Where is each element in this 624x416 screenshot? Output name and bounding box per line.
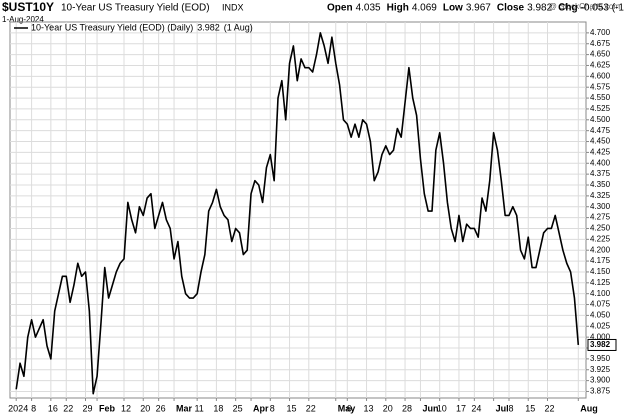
y-tick-label: 4.250 — [590, 224, 611, 233]
quote-close: 3.982 — [527, 3, 552, 14]
last-value-label: 3.982 — [590, 340, 611, 349]
x-tick-label: 17 — [456, 403, 466, 413]
legend-label: 10-Year US Treasury Yield (EOD) (Daily) — [31, 22, 193, 32]
y-tick-label: 4.275 — [590, 213, 611, 222]
y-tick-label: 4.075 — [590, 300, 611, 309]
x-tick-label: 11 — [194, 403, 203, 413]
y-tick-label: 4.400 — [590, 158, 611, 167]
y-tick-label: 4.550 — [590, 93, 611, 102]
grid — [10, 22, 586, 398]
chart-title: $UST10Y — [2, 0, 54, 14]
y-tick-label: 4.450 — [590, 137, 611, 146]
y-tick-label: 4.375 — [590, 169, 611, 178]
quote: Open 4.035 High 4.069 Low 3.967 Close 3.982 Chg -… — [327, 3, 624, 14]
y-tick-label: 4.200 — [590, 245, 611, 254]
x-tick-label: Mar — [176, 403, 193, 413]
x-tick-label: 16 — [48, 403, 58, 413]
y-tick-label: 4.625 — [590, 61, 611, 70]
quote-chg_label: Chg — [558, 3, 577, 14]
chart-subtitle: 10-Year US Treasury Yield (EOD) — [61, 3, 210, 14]
x-tick-label: 20 — [140, 403, 150, 413]
x-tick-label: 13 — [364, 403, 374, 413]
x-tick-label: 6 — [347, 403, 352, 413]
x-tick-label: 20 — [383, 403, 393, 413]
x-tick-label: 22 — [544, 403, 554, 413]
x-tick-label: Jun — [422, 403, 438, 413]
quote-open: 4.035 — [356, 3, 381, 14]
x-tick-label: 2024 — [8, 403, 28, 413]
quote-chg: -0.053 (-1.31%) — [581, 3, 624, 14]
quote-high_label: High — [387, 3, 409, 14]
y-tick-label: 3.875 — [590, 387, 611, 396]
quote-open_label: Open — [327, 3, 353, 14]
series-line — [15, 32, 580, 395]
x-tick-label: 26 — [156, 403, 166, 413]
y-tick-label: 4.125 — [590, 278, 611, 287]
x-tick-label: 28 — [402, 403, 412, 413]
y-tick-label: 4.000 — [590, 332, 611, 341]
exchange: INDX — [222, 2, 244, 12]
y-tick-label: 4.150 — [590, 267, 611, 276]
x-tick-label: 24 — [471, 403, 481, 413]
last-value-box — [587, 338, 617, 351]
y-tick-label: 4.525 — [590, 104, 611, 113]
x-tick-label: 25 — [233, 403, 243, 413]
y-tick-label: 4.425 — [590, 148, 611, 157]
x-tick-label: 8 — [270, 403, 275, 413]
y-tick-label: 4.500 — [590, 115, 611, 124]
y-tick-label: 4.475 — [590, 126, 611, 135]
x-tick-label: 10 — [437, 403, 447, 413]
y-tick-label: 4.700 — [590, 28, 611, 37]
quote-close_label: Close — [497, 3, 525, 14]
y-tick-label: 4.675 — [590, 39, 611, 48]
quote-low: 3.967 — [466, 3, 491, 14]
y-tick-label: 4.350 — [590, 180, 611, 189]
plot-frame — [9, 21, 587, 399]
x-tick-label: 15 — [525, 403, 535, 413]
y-tick-label: 4.025 — [590, 321, 611, 330]
y-tick-label: 4.325 — [590, 191, 611, 200]
y-tick-label: 4.600 — [590, 71, 611, 80]
x-tick-label: Apr — [253, 403, 269, 413]
legend-value: 3.982 — [197, 22, 220, 32]
x-tick-label: 18 — [213, 403, 223, 413]
y-tick-label: 3.900 — [590, 376, 611, 385]
y-tick-label: 4.300 — [590, 202, 611, 211]
x-tick-label: 8 — [508, 403, 513, 413]
y-tick-label: 4.050 — [590, 311, 611, 320]
y-tick-label: 4.225 — [590, 234, 611, 243]
y-tick-label: 4.175 — [590, 256, 611, 265]
x-tick-label: Jul — [496, 403, 509, 413]
x-tick-label: 15 — [287, 403, 297, 413]
y-tick-label: 3.950 — [590, 354, 611, 363]
x-tick-label: 12 — [121, 403, 131, 413]
y-tick-label: 3.925 — [590, 365, 611, 374]
date: 1-Aug-2024 — [2, 15, 44, 24]
x-tick-label: 8 — [31, 403, 36, 413]
y-tick-label: 4.100 — [590, 289, 611, 298]
x-tick-label: 29 — [82, 403, 92, 413]
source: @ StockCharts.com — [549, 2, 621, 11]
x-tick-label: 22 — [306, 403, 316, 413]
x-tick-label: Feb — [99, 403, 116, 413]
y-tick-label: 4.650 — [590, 50, 611, 59]
x-tick-label: 22 — [63, 403, 73, 413]
y-tick-label: 4.575 — [590, 82, 611, 91]
x-tick-label: May — [338, 403, 356, 413]
legend-date: (1 Aug) — [224, 22, 253, 32]
quote-high: 4.069 — [412, 3, 437, 14]
lines: 3.982 — [15, 32, 617, 395]
x-tick-label: Aug — [580, 403, 598, 413]
quote-low_label: Low — [443, 3, 463, 14]
